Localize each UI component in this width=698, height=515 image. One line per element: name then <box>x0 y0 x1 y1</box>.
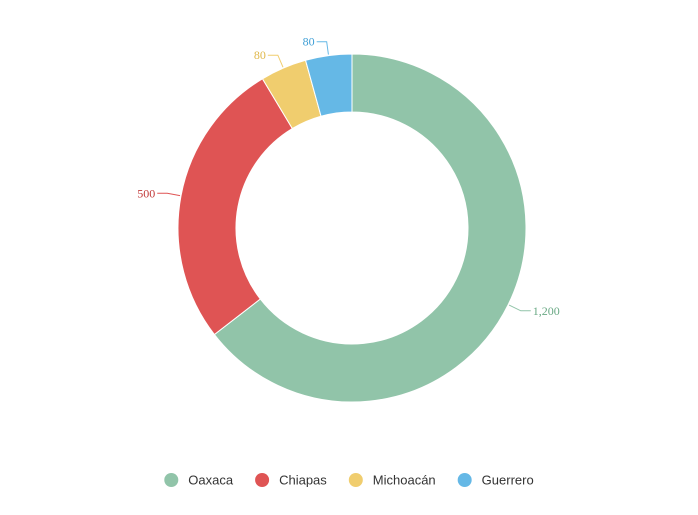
data-label-guerrero: 80 <box>303 35 315 49</box>
leader-line-michoacan <box>267 54 284 68</box>
leader-line-oaxaca <box>508 304 531 312</box>
legend-marker-michoacan <box>348 473 363 487</box>
legend-marker-chiapas <box>255 473 270 487</box>
legend-label-guerrero: Guerrero <box>482 473 534 488</box>
legend-label-chiapas: Chiapas <box>279 473 327 488</box>
legend-marker-oaxaca <box>164 473 179 487</box>
label-leader-lines <box>157 41 531 312</box>
legend-label-michoacan: Michoacán <box>373 473 436 488</box>
slice-oaxaca[interactable] <box>213 53 527 403</box>
data-label-oaxaca: 1,200 <box>533 304 560 318</box>
legend-item-oaxaca[interactable]: Oaxaca <box>164 473 234 488</box>
data-label-chiapas: 500 <box>137 186 155 200</box>
chart-legend: Oaxaca Chiapas Michoacán Guerrero <box>164 473 534 488</box>
data-label-michoacan: 80 <box>254 48 266 62</box>
legend-label-oaxaca: Oaxaca <box>188 473 234 488</box>
leader-line-guerrero <box>316 41 329 55</box>
legend-marker-guerrero <box>457 473 472 487</box>
legend-item-michoacan[interactable]: Michoacán <box>348 473 436 488</box>
slice-chiapas[interactable] <box>177 78 293 336</box>
leader-line-chiapas <box>157 192 181 197</box>
legend-item-chiapas[interactable]: Chiapas <box>255 473 327 488</box>
legend-item-guerrero[interactable]: Guerrero <box>457 473 534 488</box>
slice-guerrero[interactable] <box>304 53 353 117</box>
data-labels: 1,200 500 80 80 <box>137 35 560 318</box>
donut-slices <box>177 53 527 403</box>
